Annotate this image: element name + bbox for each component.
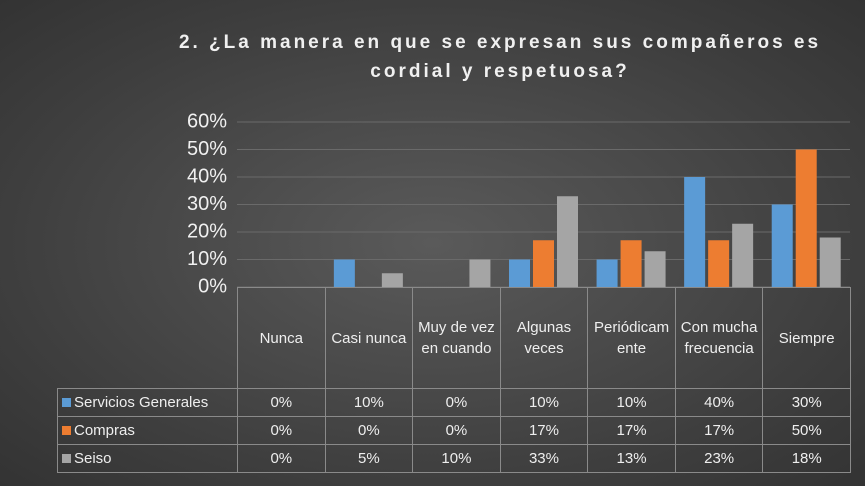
table-value: 13% bbox=[587, 444, 676, 473]
category-label: Siempre bbox=[762, 287, 851, 389]
legend-key bbox=[62, 454, 71, 463]
bar bbox=[381, 273, 403, 287]
bar bbox=[819, 237, 841, 287]
bar bbox=[708, 240, 730, 287]
table-value: 0% bbox=[324, 416, 414, 445]
bar bbox=[469, 259, 491, 287]
bar bbox=[509, 259, 530, 287]
bar bbox=[533, 240, 554, 287]
category-label: Muy de vez en cuando bbox=[412, 287, 501, 389]
legend-label: Compras bbox=[74, 422, 135, 439]
table-value: 10% bbox=[587, 388, 676, 417]
table-value: 30% bbox=[762, 388, 851, 417]
category-label: Nunca bbox=[237, 287, 326, 389]
bar bbox=[557, 196, 578, 287]
bar bbox=[596, 259, 618, 287]
legend-label: Servicios Generales bbox=[74, 394, 209, 411]
category-label: Con mucha frecuencia bbox=[674, 287, 764, 389]
legend-key bbox=[62, 426, 71, 435]
y-tick-label: 30% bbox=[187, 193, 227, 215]
table-value: 0% bbox=[237, 388, 326, 417]
table-value: 50% bbox=[762, 416, 851, 445]
y-tick-label: 10% bbox=[187, 248, 227, 270]
legend-key bbox=[62, 398, 71, 407]
legend-entry: Seiso bbox=[57, 444, 238, 473]
table-value: 18% bbox=[762, 444, 851, 473]
table-value: 23% bbox=[674, 444, 764, 473]
bar bbox=[771, 204, 793, 287]
chart-title: 2. ¿La manera en que se expresan sus com… bbox=[178, 32, 822, 82]
legend-entry: Compras bbox=[57, 416, 238, 445]
bar bbox=[620, 240, 642, 287]
table-value: 0% bbox=[412, 388, 501, 417]
table-value: 10% bbox=[412, 444, 501, 473]
table-value: 17% bbox=[674, 416, 764, 445]
category-label: Algunas veces bbox=[499, 287, 589, 389]
legend-label: Seiso bbox=[74, 450, 112, 467]
table-value: 5% bbox=[324, 444, 414, 473]
bar bbox=[684, 177, 706, 287]
category-label: Periódicamente bbox=[587, 287, 676, 389]
table-value: 10% bbox=[324, 388, 414, 417]
table-value: 0% bbox=[237, 444, 326, 473]
y-tick-label: 60% bbox=[187, 110, 227, 132]
table-value: 40% bbox=[674, 388, 764, 417]
table-value: 33% bbox=[499, 444, 589, 473]
legend-entry: Servicios Generales bbox=[57, 388, 238, 417]
table-value: 0% bbox=[412, 416, 501, 445]
category-label: Casi nunca bbox=[324, 287, 414, 389]
y-tick-label: 20% bbox=[187, 220, 227, 242]
bar bbox=[732, 223, 754, 287]
bar bbox=[333, 259, 355, 287]
table-value: 17% bbox=[499, 416, 589, 445]
y-tick-label: 50% bbox=[187, 138, 227, 160]
table-value: 10% bbox=[499, 388, 589, 417]
table-value: 0% bbox=[237, 416, 326, 445]
y-tick-label: 0% bbox=[198, 275, 227, 297]
bar bbox=[644, 251, 666, 287]
y-tick-label: 40% bbox=[187, 165, 227, 187]
table-value: 17% bbox=[587, 416, 676, 445]
bar bbox=[795, 149, 817, 287]
